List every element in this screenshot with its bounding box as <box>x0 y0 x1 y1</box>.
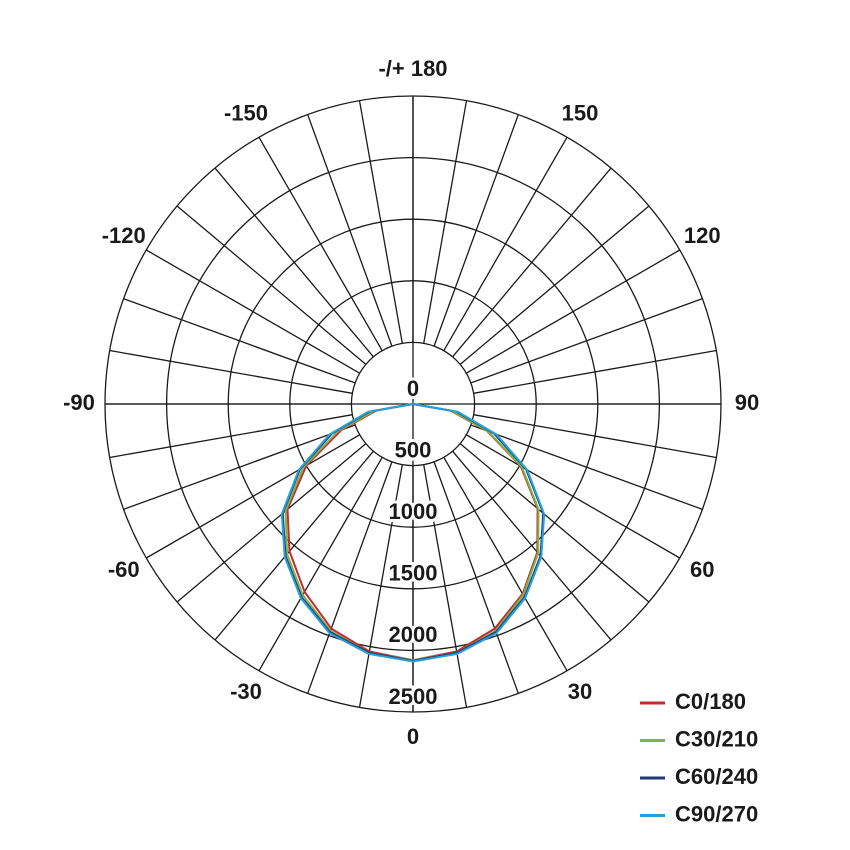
r-tick-label: 2500 <box>389 684 438 709</box>
theta-tick-label: 150 <box>562 101 599 126</box>
grid-ring <box>165 156 661 652</box>
r-tick-label: 0 <box>407 376 419 401</box>
theta-tick-label: -60 <box>108 557 140 582</box>
legend-label: C90/270 <box>675 801 758 826</box>
theta-tick-label: -90 <box>63 390 95 415</box>
r-tick-label: 1500 <box>389 561 438 586</box>
legend-label: C0/180 <box>675 689 746 714</box>
series-line <box>280 403 546 663</box>
r-tick-label: 1000 <box>389 499 438 524</box>
grid-ring <box>350 341 476 467</box>
theta-tick-label: -150 <box>224 101 268 126</box>
grid-ring <box>104 95 722 713</box>
theta-tick-label: -30 <box>230 679 262 704</box>
legend-label: C60/240 <box>675 764 758 789</box>
legend-label: C30/210 <box>675 726 758 751</box>
theta-tick-label: 120 <box>684 223 721 248</box>
grid-ring <box>289 280 537 528</box>
theta-tick-label: 60 <box>690 557 714 582</box>
theta-tick-label: 30 <box>568 679 592 704</box>
theta-tick-label: -120 <box>102 223 146 248</box>
theta-tick-label: -/+ 180 <box>378 56 447 81</box>
grid-ring <box>227 218 599 590</box>
theta-tick-label: 90 <box>735 390 759 415</box>
theta-tick-label: 0 <box>407 724 419 749</box>
r-tick-label: 2000 <box>389 622 438 647</box>
r-tick-label: 500 <box>395 437 432 462</box>
